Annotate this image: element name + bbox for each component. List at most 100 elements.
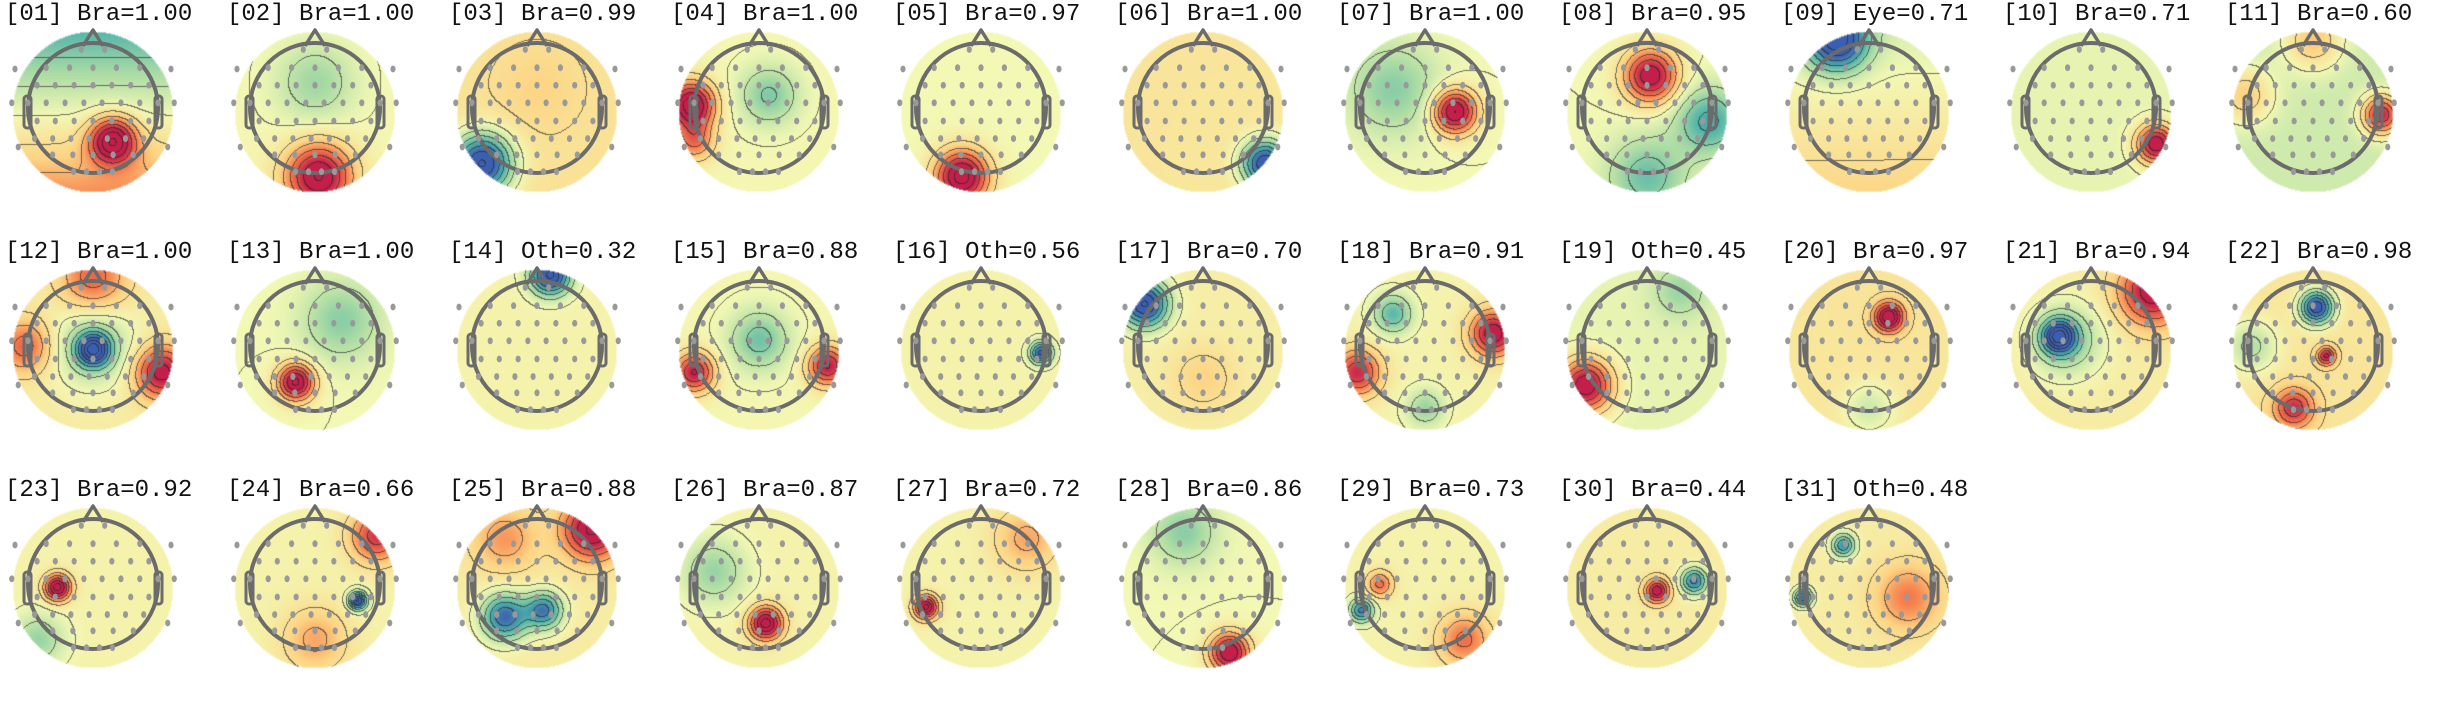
sensor-dot bbox=[990, 284, 996, 291]
left-ear-icon bbox=[244, 94, 255, 130]
sensor-dot bbox=[2029, 373, 2036, 380]
sensor-dot bbox=[2303, 168, 2310, 176]
sensor-dot bbox=[812, 319, 818, 327]
sensor-dot bbox=[2068, 389, 2074, 397]
sensor-dot bbox=[1445, 302, 1451, 310]
sensor-dot bbox=[1922, 319, 1928, 327]
sensor-dot bbox=[572, 117, 578, 125]
sensor-dot bbox=[718, 81, 724, 89]
sensor-dot bbox=[1422, 389, 1428, 397]
sensor-dot bbox=[1344, 303, 1350, 311]
sensor-dot bbox=[1862, 373, 1868, 380]
sensor-dot bbox=[581, 540, 587, 548]
sensor-dot bbox=[2066, 373, 2072, 380]
sensor-dot bbox=[834, 303, 840, 311]
sensor-dot bbox=[1913, 99, 1919, 107]
sensor-dot bbox=[557, 540, 563, 548]
sensor-dot bbox=[1866, 557, 1872, 565]
nose-icon bbox=[525, 266, 549, 285]
sensor-dot bbox=[1469, 540, 1475, 548]
sensor-dot bbox=[718, 355, 724, 363]
sensor-dot bbox=[554, 389, 560, 397]
sensor-dot bbox=[303, 337, 309, 345]
sensor-dot bbox=[326, 373, 332, 380]
sensor-dot bbox=[1843, 540, 1849, 548]
sensor-dot bbox=[1357, 99, 1363, 107]
sensor-dot bbox=[775, 557, 781, 565]
sensor-dot bbox=[2048, 151, 2054, 159]
sensor-dot bbox=[1684, 389, 1690, 397]
sensor-dot bbox=[546, 46, 552, 53]
sensor-dot bbox=[1434, 284, 1440, 291]
sensor-dot bbox=[1278, 303, 1284, 311]
sensor-dot bbox=[784, 575, 790, 583]
sensor-dot bbox=[1478, 355, 1484, 363]
sensor-dot bbox=[2128, 389, 2134, 397]
sensor-dot bbox=[2068, 168, 2075, 176]
sensor-dot bbox=[534, 389, 540, 397]
nose-icon bbox=[1857, 266, 1881, 285]
sensor-dot bbox=[1880, 611, 1886, 618]
sensor-dot bbox=[1644, 81, 1650, 89]
sensor-dot bbox=[1375, 575, 1381, 583]
sensor-dot bbox=[540, 168, 547, 176]
sensor-dot bbox=[1664, 389, 1670, 397]
sensor-dot bbox=[512, 373, 518, 380]
sensor-dot bbox=[2135, 64, 2141, 72]
head-outline bbox=[1580, 41, 1714, 175]
sensor-dot bbox=[775, 117, 781, 125]
left-ear-icon bbox=[910, 332, 921, 368]
sensor-dot bbox=[1606, 319, 1612, 327]
sensor-dot bbox=[1719, 619, 1725, 627]
sensor-dot bbox=[1180, 151, 1186, 159]
sensor-dot bbox=[1625, 319, 1631, 327]
sensor-dot bbox=[2079, 337, 2085, 345]
sensor-dot bbox=[2107, 355, 2113, 363]
sensor-dot bbox=[615, 99, 621, 107]
sensor-dot bbox=[958, 168, 965, 176]
sensor-dot bbox=[1462, 389, 1468, 397]
sensor-dot bbox=[34, 355, 40, 363]
sensor-dot bbox=[1196, 373, 1202, 380]
sensor-dot bbox=[43, 64, 49, 72]
sensor-dot bbox=[2079, 99, 2085, 107]
component-panel: [06] Bra=1.00 bbox=[1110, 0, 1332, 238]
sensor-dot bbox=[2306, 373, 2312, 380]
sensor-dot bbox=[247, 575, 253, 583]
sensor-dot bbox=[1434, 522, 1440, 529]
component-title: [21] Bra=0.94 bbox=[2003, 239, 2191, 266]
sensor-dot bbox=[265, 575, 271, 583]
sensor-dot bbox=[2342, 135, 2349, 142]
sensor-dot bbox=[2108, 389, 2114, 397]
sensor-dot bbox=[1144, 355, 1150, 363]
sensor-dot bbox=[1240, 389, 1246, 397]
sensor-dot bbox=[2029, 135, 2036, 142]
sensor-dot bbox=[1791, 619, 1797, 627]
sensor-dot bbox=[318, 406, 325, 414]
sensor-dot bbox=[1569, 143, 1575, 151]
sensor-dot bbox=[1497, 143, 1503, 151]
sensor-dot bbox=[599, 337, 605, 345]
sensor-dot bbox=[1810, 557, 1816, 565]
sensor-dot bbox=[1889, 64, 1895, 72]
sensor-dot bbox=[1247, 302, 1253, 310]
sensor-dot bbox=[1500, 541, 1506, 549]
sensor-dot bbox=[1898, 135, 1905, 142]
sensor-dot bbox=[1181, 355, 1187, 363]
sensor-dot bbox=[1846, 406, 1853, 414]
sensor-dot bbox=[752, 373, 758, 380]
sensor-dot bbox=[609, 381, 615, 389]
sensor-dot bbox=[247, 99, 253, 107]
sensor-dot bbox=[812, 593, 818, 601]
sensor-dot bbox=[1462, 151, 1468, 159]
sensor-dot bbox=[1025, 64, 1031, 72]
nose-icon bbox=[747, 28, 771, 47]
sensor-dot bbox=[2324, 135, 2330, 142]
sensor-dot bbox=[2288, 135, 2294, 142]
sensor-dot bbox=[1162, 81, 1168, 89]
sensor-dot bbox=[155, 99, 161, 107]
sensor-dot bbox=[1632, 522, 1638, 529]
sensor-dot bbox=[1025, 540, 1031, 548]
sensor-dot bbox=[1422, 627, 1428, 635]
sensor-dot bbox=[272, 627, 278, 635]
